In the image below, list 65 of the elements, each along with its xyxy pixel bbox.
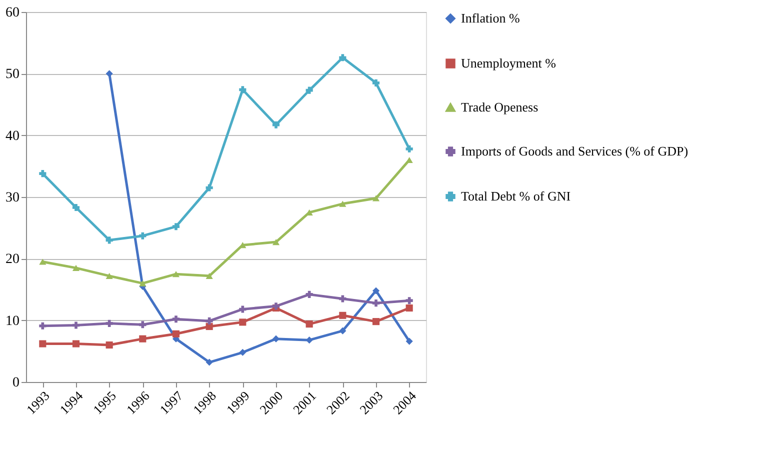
point [406,297,413,304]
point [272,335,280,342]
legend-label: Trade Openess [461,100,538,114]
point [272,121,280,128]
point [239,86,246,94]
y-tick-label: 0 [12,376,20,390]
point [406,145,413,152]
legend-label: Imports of Goods and Services (% of GDP) [461,144,688,158]
point [72,264,80,271]
point [72,340,80,348]
point [172,316,180,323]
point [306,290,313,298]
legend-label: Unemployment % [461,56,556,70]
point [239,306,246,313]
point [339,54,346,62]
point [339,200,346,207]
point [206,317,213,324]
y-tick-label: 60 [6,6,20,20]
point [339,295,346,302]
point [172,271,180,278]
point [306,86,313,94]
point [239,318,246,326]
point [139,335,146,342]
point [272,238,280,246]
point [206,184,213,192]
point [372,195,380,202]
point [306,320,313,328]
y-tick-label: 50 [6,67,20,82]
point [339,327,346,334]
point [372,79,380,86]
point [139,232,146,240]
y-tick-label: 30 [6,190,20,206]
y-tick-label: 10 [6,314,20,329]
point [106,70,113,78]
point [172,223,180,230]
point [106,236,113,244]
point [239,348,246,356]
point [206,322,213,330]
point [406,156,413,164]
point [372,287,380,294]
point [39,322,46,330]
point [106,272,113,279]
point [406,304,413,312]
legend-label: Inflation % [461,10,520,26]
point [39,170,46,178]
x-tick-label: 2001 [290,388,320,418]
point [206,272,213,279]
point [139,321,146,328]
point [139,280,146,286]
legend-label: Total Debt % of GNI [461,188,571,204]
point [39,258,46,265]
point [106,320,113,327]
point [339,312,346,319]
point [372,318,380,326]
point [406,338,413,345]
point [106,341,113,349]
y-tick-label: 20 [6,252,20,268]
point [172,330,180,338]
y-tick-label: 40 [6,128,20,144]
point [72,322,80,329]
point [206,358,213,366]
point [39,340,46,348]
point [72,204,80,212]
point [306,336,313,344]
point [372,300,380,307]
